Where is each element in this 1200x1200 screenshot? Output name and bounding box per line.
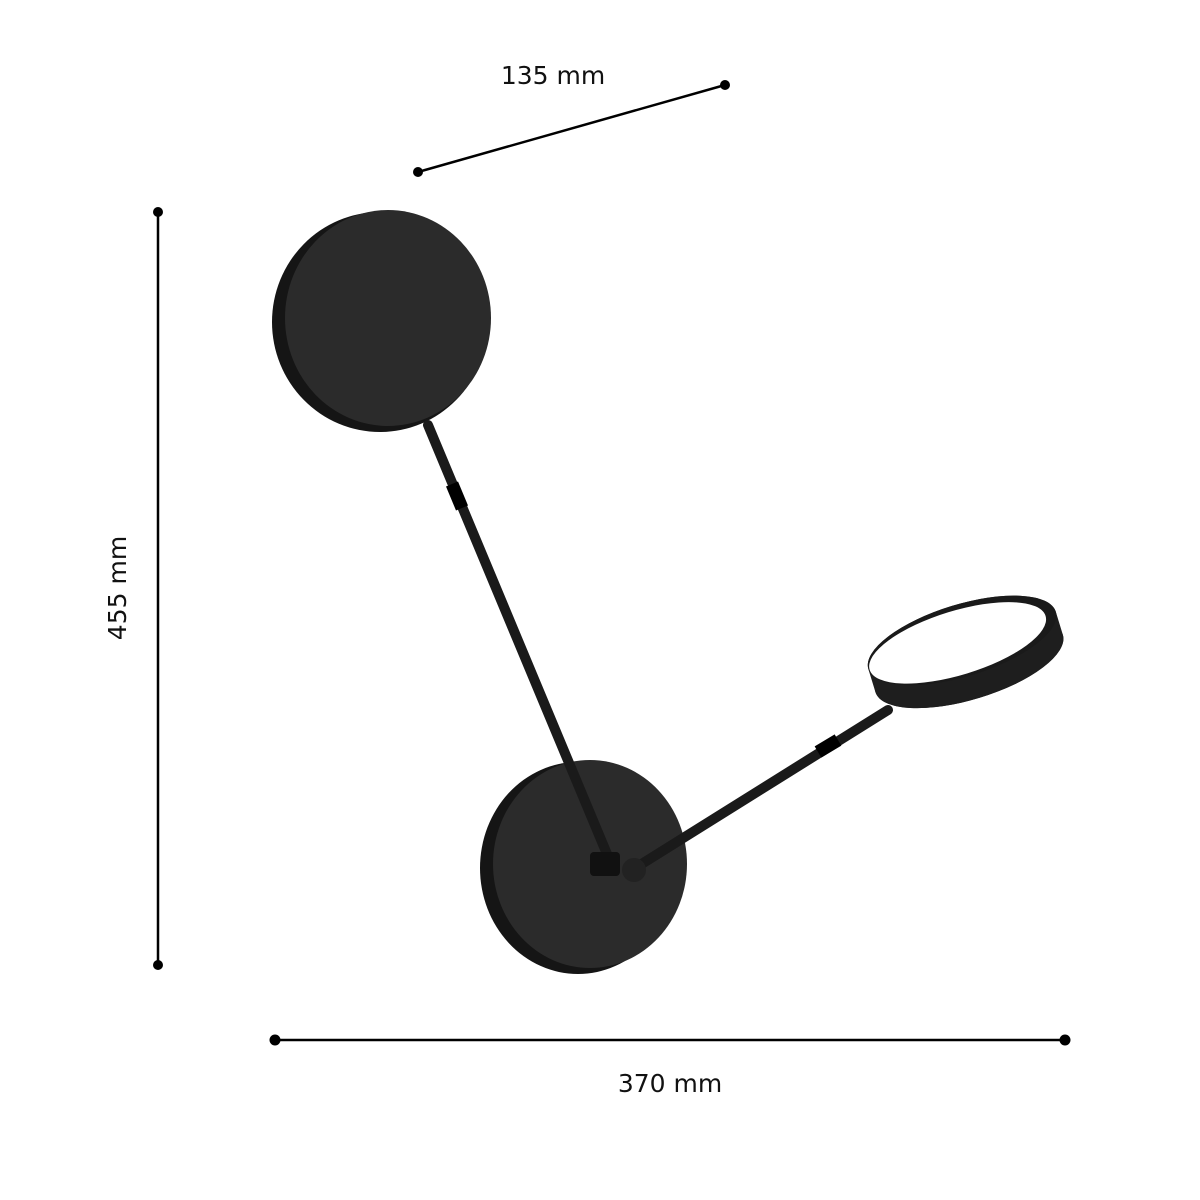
depth-endpoint-dot (720, 80, 730, 90)
lamp-head (867, 595, 1064, 709)
width-endpoint-dot (1059, 1034, 1071, 1046)
depth-dimension-line (417, 83, 726, 174)
pivot-block (590, 852, 620, 876)
depth-endpoint-dot (413, 167, 423, 177)
light-emitting-face (869, 602, 1047, 684)
height-dimension: 455 mm (103, 207, 163, 970)
depth-label: 135 mm (501, 61, 605, 90)
top-disc (272, 210, 491, 432)
height-endpoint-dot (153, 207, 163, 217)
width-endpoint-dot (269, 1034, 281, 1046)
height-label: 455 mm (103, 536, 132, 640)
width-label: 370 mm (618, 1069, 722, 1098)
depth-dimension: 135 mm (413, 61, 730, 177)
upper-arm (423, 420, 617, 871)
height-endpoint-dot (153, 960, 163, 970)
width-dimension: 370 mm (269, 1034, 1071, 1098)
lower-arm (627, 705, 893, 875)
pivot-joint (622, 858, 646, 882)
